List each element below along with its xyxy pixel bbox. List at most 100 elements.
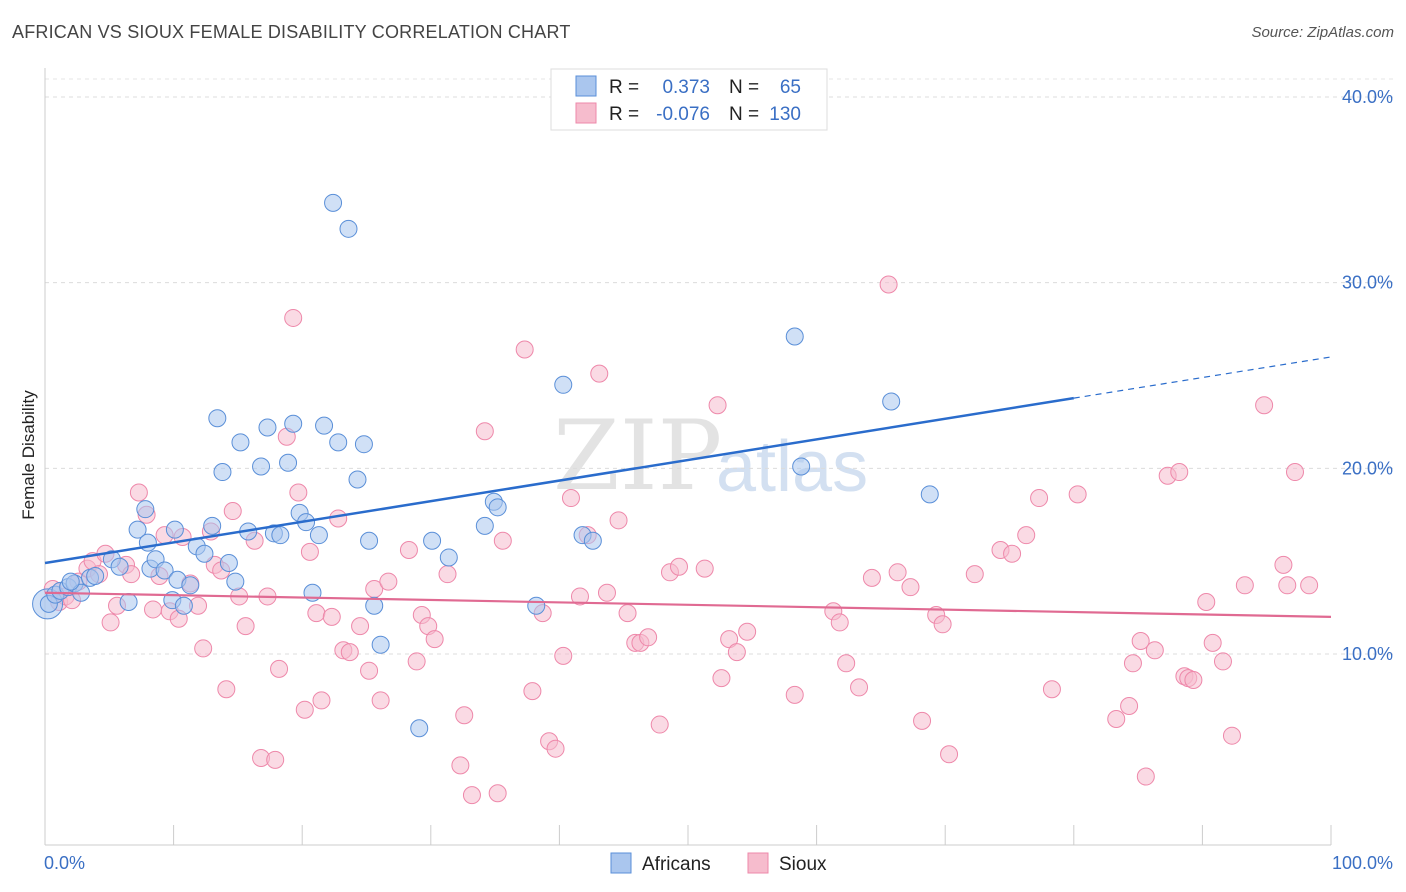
sioux-point — [371, 691, 390, 710]
africans-point — [315, 416, 334, 435]
correlation-legend: R = 0.373 N = 65 R = -0.076 N = 130 — [550, 68, 828, 131]
sioux-point — [901, 578, 920, 597]
sioux-point — [1278, 576, 1297, 595]
sioux-point — [639, 628, 658, 647]
africans-point — [882, 392, 901, 411]
sioux-point — [650, 715, 669, 734]
sioux-point — [451, 756, 470, 775]
africans-point — [360, 531, 379, 550]
x-tick-labels: 0.0% 100.0% — [44, 853, 1393, 873]
legend-r-value-sioux: -0.076 — [656, 104, 710, 125]
sioux-point — [1255, 396, 1274, 415]
sioux-point — [284, 308, 303, 327]
bottom-legend-swatch-sioux — [747, 852, 769, 874]
sioux-point — [455, 706, 474, 725]
sioux-point — [1197, 593, 1216, 612]
sioux-trendline — [44, 591, 1332, 618]
africans-point — [174, 596, 193, 615]
sioux-point — [101, 613, 120, 632]
sioux-point — [738, 622, 757, 641]
africans-point — [231, 433, 250, 452]
sioux-point — [1003, 544, 1022, 563]
sioux-point — [1235, 576, 1254, 595]
sioux-point — [1300, 576, 1319, 595]
sioux-point — [1274, 555, 1293, 574]
africans-trendline — [44, 396, 1074, 565]
sioux-point — [523, 682, 542, 701]
africans-point — [128, 520, 147, 539]
sioux-point — [438, 565, 457, 584]
africans-point — [165, 520, 184, 539]
africans-point — [195, 544, 214, 563]
africans-point — [920, 485, 939, 504]
sioux-point — [1068, 485, 1087, 504]
sioux-point — [295, 700, 314, 719]
source-label: Source: ZipAtlas.com — [1251, 24, 1394, 41]
sioux-point — [360, 661, 379, 680]
sioux-point — [515, 340, 534, 359]
africans-point — [119, 593, 138, 612]
africans-point — [410, 719, 429, 738]
africans-point — [271, 526, 290, 545]
africans-point — [439, 548, 458, 567]
sioux-point — [340, 643, 359, 662]
sioux-point — [570, 587, 589, 606]
y-tick-label-30: 30.0% — [1342, 273, 1393, 293]
sioux-point — [830, 613, 849, 632]
africans-point — [136, 500, 155, 519]
sioux-point — [546, 739, 565, 758]
y-axis-title: Female Disability — [19, 390, 38, 520]
africans-point — [110, 557, 129, 576]
africans-point — [309, 526, 328, 545]
sioux-point — [300, 542, 319, 561]
sioux-point — [1107, 709, 1126, 728]
sioux-point — [669, 557, 688, 576]
sioux-point — [837, 654, 856, 673]
africans-point — [258, 418, 277, 437]
sioux-point — [1136, 767, 1155, 786]
sioux-point — [618, 604, 637, 623]
legend-n-label-sioux: N = — [729, 104, 759, 125]
sioux-point — [1170, 463, 1189, 482]
sioux-point — [850, 678, 869, 697]
sioux-point — [129, 483, 148, 502]
africans-point — [423, 531, 442, 550]
africans-point — [554, 375, 573, 394]
africans-point — [785, 327, 804, 346]
sioux-point — [1120, 696, 1139, 715]
sioux-point — [493, 531, 512, 550]
sioux-point — [322, 607, 341, 626]
legend-n-value-africans: 65 — [780, 77, 801, 98]
sioux-point — [712, 669, 731, 688]
sioux-point — [1123, 654, 1142, 673]
x-tick-label-max: 100.0% — [1332, 853, 1393, 873]
africans-points — [32, 193, 939, 738]
sioux-point — [1131, 632, 1150, 651]
africans-point — [339, 219, 358, 238]
chart-title: AFRICAN VS SIOUX FEMALE DISABILITY CORRE… — [12, 22, 571, 42]
sioux-point — [488, 784, 507, 803]
legend-n-value-sioux: 130 — [769, 104, 801, 125]
sioux-point — [144, 600, 163, 619]
sioux-point — [888, 563, 907, 582]
bottom-legend-label-africans: Africans — [642, 854, 711, 875]
sioux-point — [561, 489, 580, 508]
africans-point — [279, 453, 298, 472]
africans-point — [488, 498, 507, 517]
africans-point — [181, 576, 200, 595]
sioux-point — [862, 568, 881, 587]
y-tick-labels: 10.0% 20.0% 30.0% 40.0% — [1342, 87, 1393, 664]
africans-point — [61, 572, 80, 591]
sioux-point — [727, 643, 746, 662]
watermark-atlas: atlas — [716, 427, 868, 507]
legend-box — [550, 68, 828, 131]
sioux-point — [1285, 463, 1304, 482]
africans-point — [348, 470, 367, 489]
sioux-point — [194, 639, 213, 658]
series-legend: Africans Sioux — [610, 852, 827, 875]
africans-point — [203, 516, 222, 535]
africans-point — [86, 567, 105, 586]
africans-point — [324, 193, 343, 212]
sioux-points — [43, 275, 1319, 805]
sioux-point — [1030, 489, 1049, 508]
